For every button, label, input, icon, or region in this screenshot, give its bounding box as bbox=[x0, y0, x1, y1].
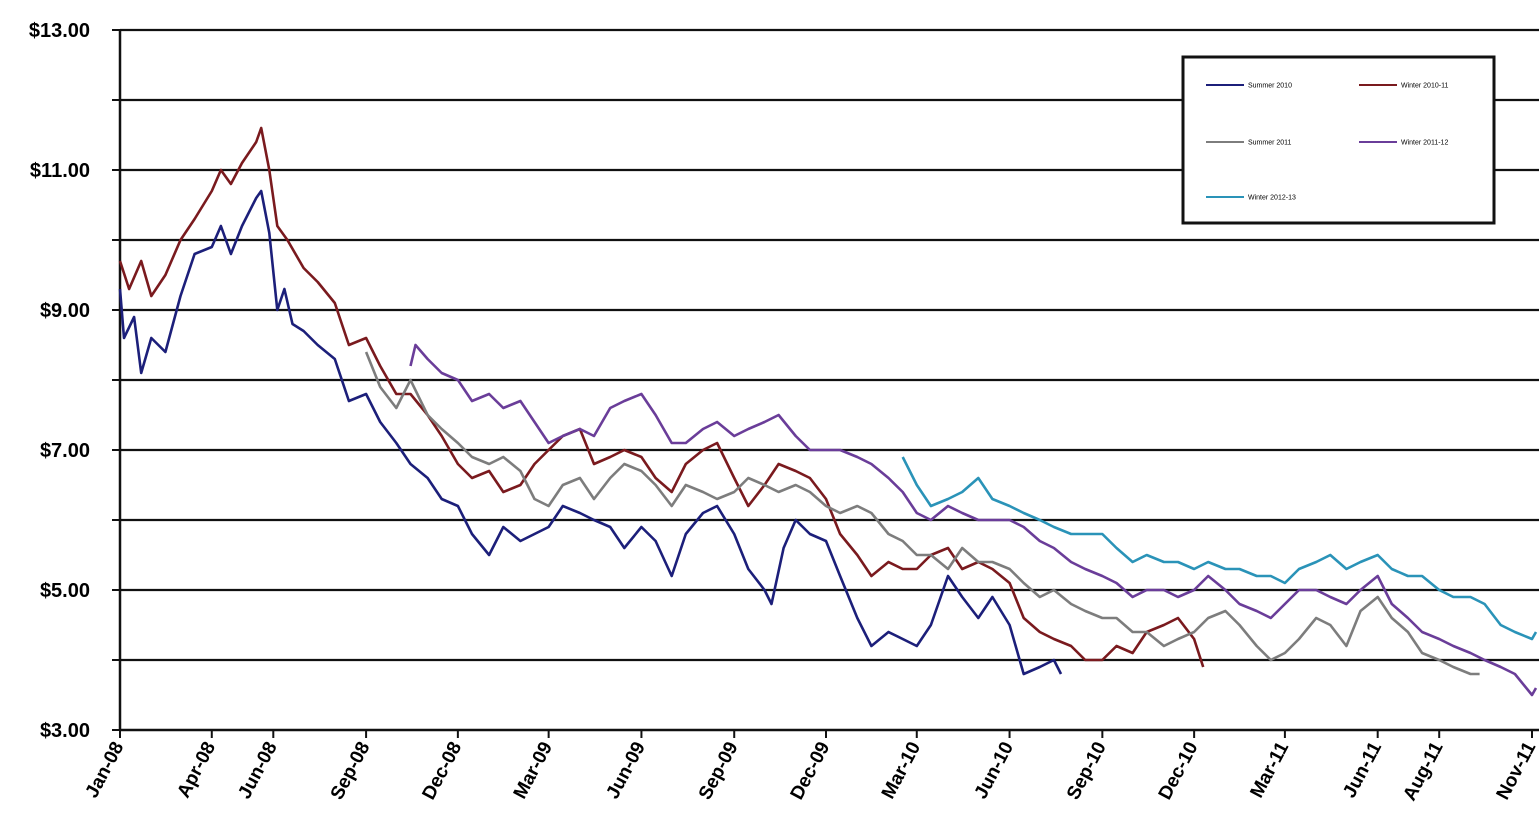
y-tick-label: $13.00 bbox=[29, 20, 90, 42]
x-tick-label: Dec-09 bbox=[787, 738, 835, 803]
x-tick-label: Nov-11 bbox=[1493, 738, 1539, 803]
x-tick-label: Aug-11 bbox=[1399, 738, 1447, 804]
x-tick-label: Apr-08 bbox=[173, 738, 220, 801]
x-tick-label: Jun-11 bbox=[1339, 738, 1386, 801]
x-tick-label: Dec-10 bbox=[1155, 738, 1203, 803]
x-tick-label: Jun-10 bbox=[971, 738, 1018, 802]
x-tick-label: Sep-09 bbox=[695, 738, 743, 803]
x-tick-label: Mar-09 bbox=[510, 738, 557, 802]
x-tick-label: Mar-10 bbox=[878, 738, 925, 802]
legend-label: Winter 2011-12 bbox=[1401, 140, 1448, 147]
x-tick-label: Jan-08 bbox=[82, 738, 129, 801]
legend-label: Winter 2010-11 bbox=[1401, 83, 1448, 90]
x-tick-labels: Jan-08 Apr-08 Jun-08 Sep-08 Dec-08 Mar-09 Jun-… bbox=[82, 738, 1539, 804]
series-line bbox=[118, 189, 1063, 676]
gridlines bbox=[120, 28, 1539, 662]
x-tick-label: Jun-09 bbox=[603, 738, 650, 802]
series-line bbox=[901, 456, 1538, 641]
series-line bbox=[409, 343, 1538, 697]
y-tick-label: $9.00 bbox=[40, 300, 90, 322]
series-line bbox=[118, 126, 1205, 668]
x-tick-label: Sep-08 bbox=[327, 738, 375, 803]
legend-label: Summer 2011 bbox=[1248, 140, 1292, 147]
y-tick-label: $11.00 bbox=[30, 160, 90, 182]
y-tick-label: $3.00 bbox=[40, 720, 90, 742]
x-tick-label: Dec-08 bbox=[418, 738, 466, 803]
legend-label: Summer 2010 bbox=[1248, 83, 1292, 90]
legend-label: Winter 2012-13 bbox=[1248, 195, 1296, 202]
y-tick-labels: $3.00 $5.00 $7.00 $9.00 $11.00 $13.00 bbox=[29, 20, 90, 742]
x-tick-label: Mar-11 bbox=[1247, 738, 1294, 801]
legend: Summer 2010 Winter 2010-11 Summer 2011 Wint… bbox=[1181, 55, 1496, 225]
x-tick-label: Sep-10 bbox=[1063, 738, 1111, 803]
axes bbox=[112, 29, 1539, 738]
y-tick-label: $7.00 bbox=[40, 440, 90, 462]
x-tick-label: Jun-08 bbox=[234, 738, 281, 802]
series-lines bbox=[118, 126, 1538, 697]
y-tick-label: $5.00 bbox=[40, 580, 90, 602]
series-line bbox=[364, 351, 1480, 676]
